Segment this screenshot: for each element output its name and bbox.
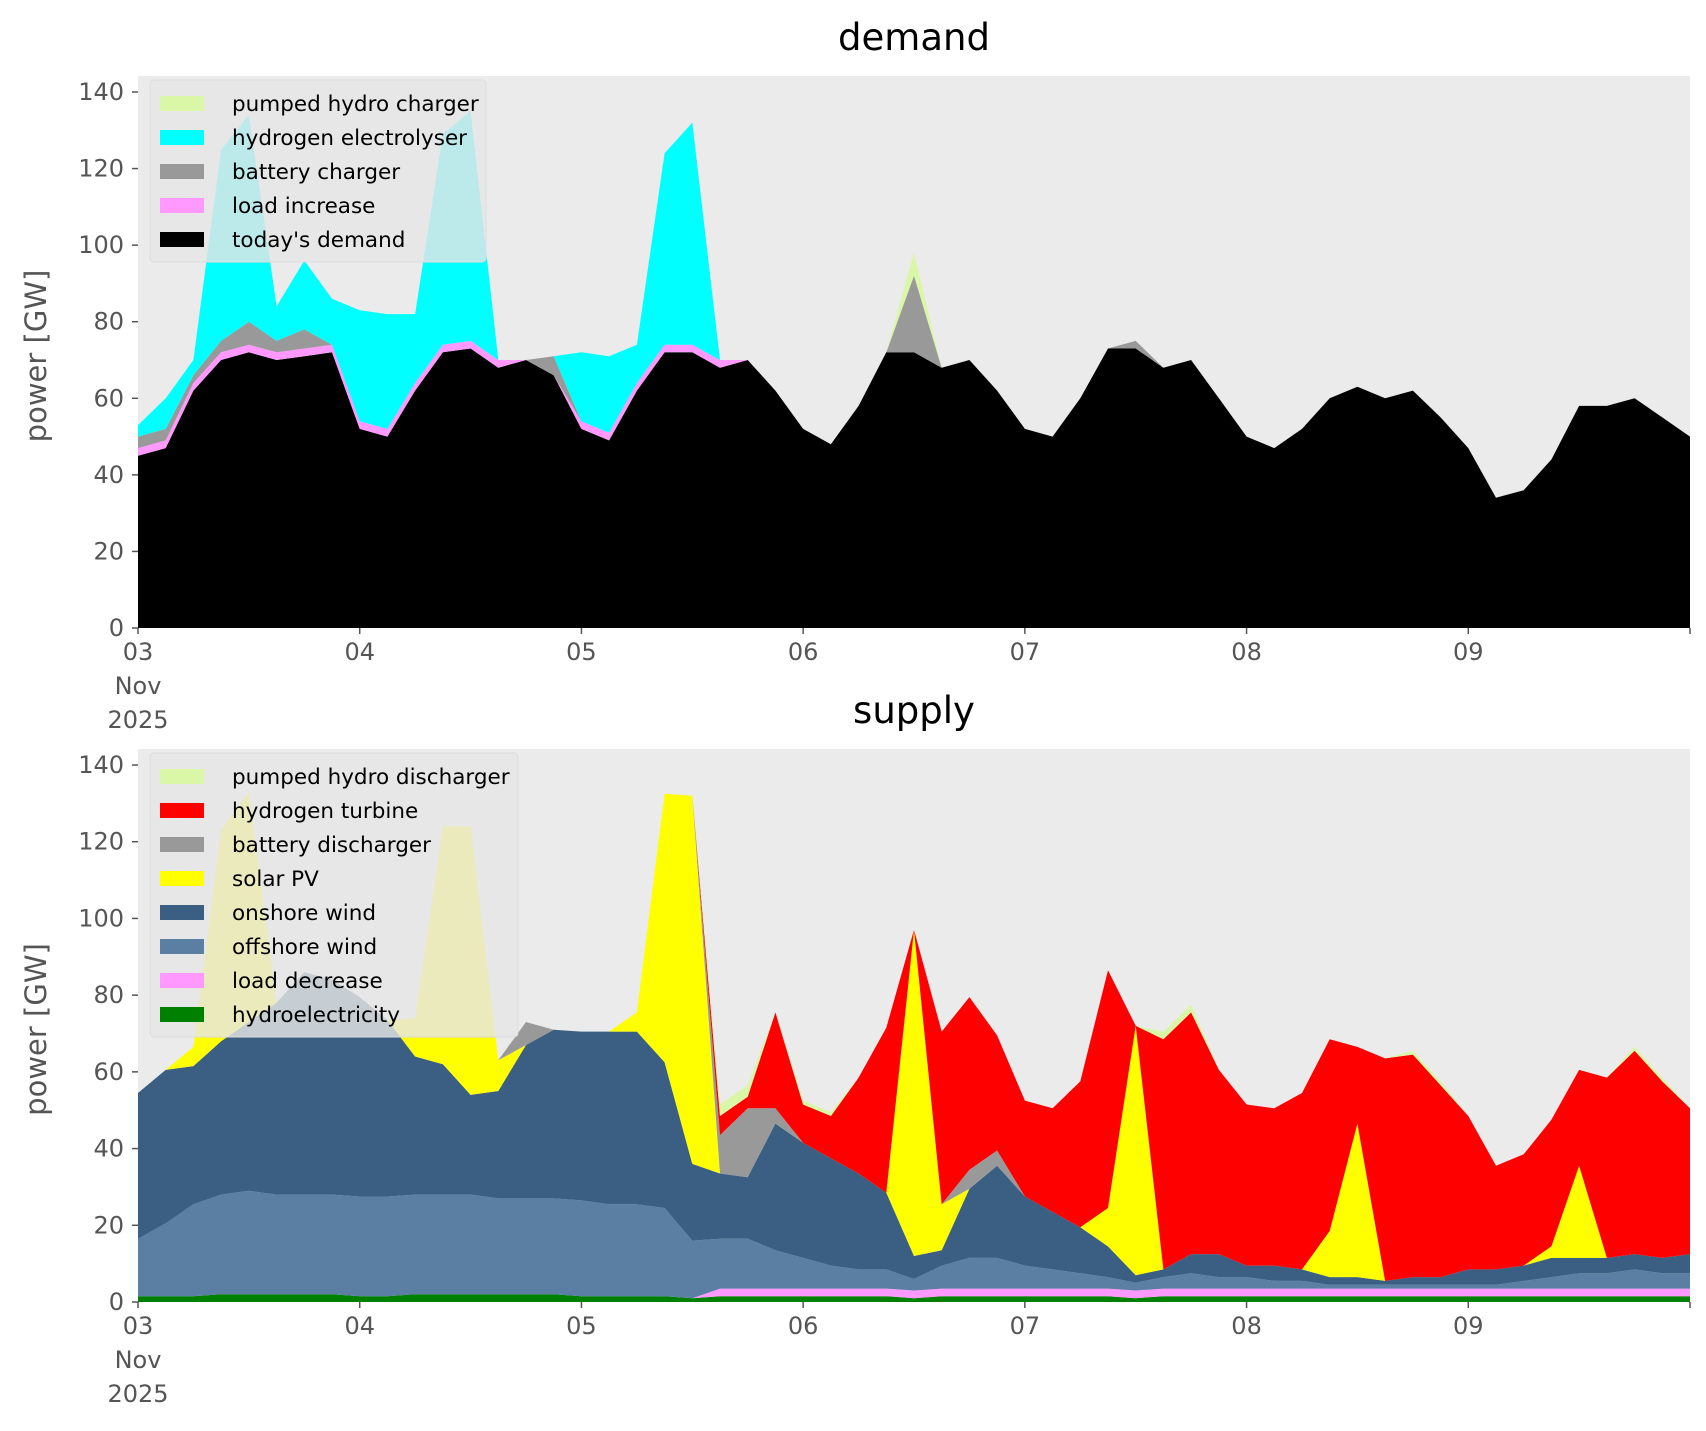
y-axis-label: power [GW] bbox=[19, 270, 53, 443]
area-offshore-wind bbox=[138, 1190, 1690, 1299]
y-tick-label: 0 bbox=[109, 614, 124, 642]
area-onshore-wind bbox=[138, 972, 1690, 1285]
legend-swatch bbox=[160, 164, 204, 179]
y-tick-label: 100 bbox=[78, 231, 124, 259]
y-tick-label: 80 bbox=[93, 308, 124, 336]
y-tick-label: 60 bbox=[93, 384, 124, 412]
x-tick-label: 05 bbox=[566, 638, 597, 666]
area-today-s-demand bbox=[138, 348, 1690, 628]
legend-swatch bbox=[160, 96, 204, 111]
panel-supply: supply 0 20 40 60 80 100 120 140 power [GW] 03 Nov 2… bbox=[19, 689, 1691, 1408]
legend-label: offshore wind bbox=[232, 935, 377, 960]
x-tick-label: 04 bbox=[344, 1312, 375, 1340]
legend-swatch bbox=[160, 1007, 204, 1022]
legend-swatch bbox=[160, 939, 204, 954]
area-load-decrease bbox=[138, 1288, 1690, 1299]
y-axis-label: power [GW] bbox=[19, 943, 53, 1116]
legend-swatch bbox=[160, 905, 204, 920]
legend-label: hydroelectricity bbox=[232, 1003, 400, 1028]
legend-label: hydrogen turbine bbox=[232, 799, 418, 824]
y-tick-label: 120 bbox=[78, 828, 124, 856]
legend-box bbox=[149, 79, 487, 263]
legend-label: solar PV bbox=[232, 867, 319, 892]
panel-demand: demand 0 20 40 60 80 100 120 140 power [GW] 03 Nov 2… bbox=[19, 16, 1691, 734]
legend-box bbox=[149, 752, 519, 1038]
chart-title: supply bbox=[853, 689, 975, 732]
area-hydrogen-turbine bbox=[138, 791, 1690, 1281]
y-tick-label: 40 bbox=[93, 461, 124, 489]
y-tick-label: 120 bbox=[78, 155, 124, 183]
x-tick-label: 06 bbox=[788, 638, 819, 666]
y-tick-label: 60 bbox=[93, 1058, 124, 1086]
y-tick-label: 140 bbox=[78, 78, 124, 106]
area-hydrogen-electrolyser bbox=[138, 111, 1690, 498]
x-tick-label: 03 Nov 2025 bbox=[107, 1312, 168, 1408]
area-solar-pv bbox=[138, 791, 1690, 1281]
y-tick-label: 20 bbox=[93, 537, 124, 565]
x-tick-label: 05 bbox=[566, 1312, 597, 1340]
x-tick-label: 09 bbox=[1453, 638, 1484, 666]
legend-label: battery discharger bbox=[232, 833, 431, 858]
legend-label: pumped hydro charger bbox=[232, 92, 479, 117]
legend-label: onshore wind bbox=[232, 901, 376, 926]
legend-label: battery charger bbox=[232, 160, 400, 185]
legend-swatch bbox=[160, 130, 204, 145]
legend-label: today's demand bbox=[232, 228, 405, 253]
legend-label: load decrease bbox=[232, 969, 383, 994]
y-tick-label: 140 bbox=[78, 751, 124, 779]
legend-swatch bbox=[160, 769, 204, 784]
x-tick-label: 09 bbox=[1453, 1312, 1484, 1340]
x-tick-label: 03 Nov 2025 bbox=[107, 638, 168, 734]
legend-swatch bbox=[160, 871, 204, 886]
x-tick-label: 08 bbox=[1231, 638, 1262, 666]
legend-swatch bbox=[160, 837, 204, 852]
area-battery-charger bbox=[138, 275, 1690, 498]
y-tick-label: 80 bbox=[93, 981, 124, 1009]
area-hydroelectricity bbox=[138, 1294, 1690, 1302]
y-tick-label: 100 bbox=[78, 904, 124, 932]
legend: pumped hydro charger hydrogen electrolyse… bbox=[149, 79, 487, 263]
x-tick-label: 08 bbox=[1231, 1312, 1262, 1340]
legend-swatch bbox=[160, 232, 204, 247]
y-tick-label: 20 bbox=[93, 1211, 124, 1239]
legend-swatch bbox=[160, 803, 204, 818]
legend-label: load increase bbox=[232, 194, 375, 219]
x-tick-label: 07 bbox=[1010, 638, 1041, 666]
legend-label: hydrogen electrolyser bbox=[232, 126, 467, 151]
area-load-increase bbox=[138, 340, 1690, 498]
legend-label: pumped hydro discharger bbox=[232, 765, 510, 790]
x-tick-label: 07 bbox=[1010, 1312, 1041, 1340]
legend: pumped hydro discharger hydrogen turbine b… bbox=[149, 752, 519, 1038]
legend-swatch bbox=[160, 198, 204, 213]
legend-swatch bbox=[160, 973, 204, 988]
x-tick-label: 06 bbox=[788, 1312, 819, 1340]
chart-title: demand bbox=[838, 16, 990, 59]
x-tick-label: 04 bbox=[344, 638, 375, 666]
y-tick-label: 40 bbox=[93, 1135, 124, 1163]
y-tick-label: 0 bbox=[109, 1288, 124, 1316]
